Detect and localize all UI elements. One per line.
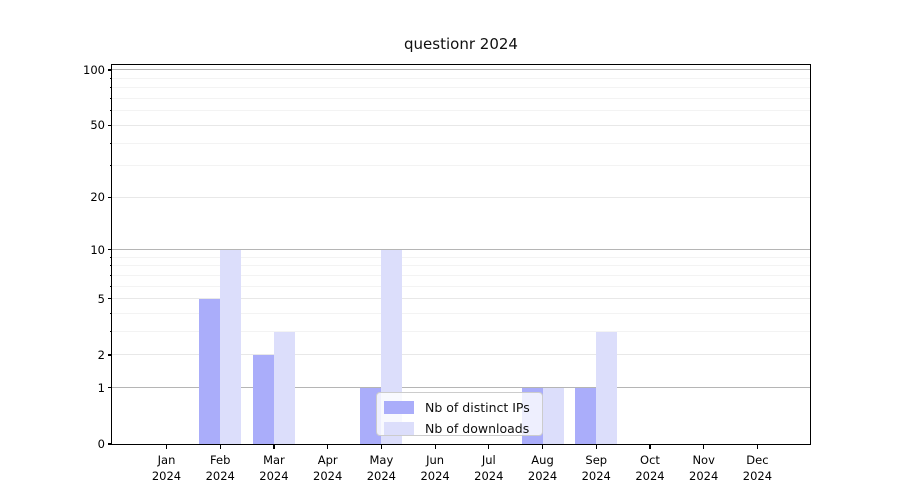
x-tick-label-may: May 2024 [366, 453, 397, 483]
x-tick-dec [756, 444, 758, 449]
gridline-3 [112, 331, 810, 333]
legend-item-distinct-ips: Nb of distinct IPs [384, 397, 542, 418]
gridline-100 [112, 69, 810, 71]
x-tick-label-jul: Jul 2024 [474, 453, 504, 483]
y-tick-1 [108, 387, 112, 389]
y-tick-2 [108, 354, 112, 356]
y-tick-10 [108, 249, 112, 251]
gridline-40 [112, 142, 810, 144]
y-minortick-3 [109, 331, 112, 333]
gridline-70 [112, 98, 810, 100]
gridline-80 [112, 87, 810, 89]
legend-swatch-distinct-ips [384, 401, 414, 414]
y-minortick-8 [109, 265, 112, 267]
y-minortick-90 [109, 77, 112, 79]
x-tick-aug [541, 444, 544, 449]
chart-title: questionr 2024 [404, 35, 518, 53]
x-tick-label-mar: Mar 2024 [259, 453, 289, 483]
legend-label-downloads: Nb of downloads [425, 421, 530, 436]
y-minortick-40 [109, 142, 112, 144]
x-tick-label-dec: Dec 2024 [742, 453, 773, 483]
gridline-2 [112, 354, 810, 356]
bar-distinct-ips-mar [252, 355, 274, 444]
x-tick-label-feb: Feb 2024 [205, 453, 235, 483]
y-minortick-30 [109, 165, 112, 167]
gridline-10 [112, 248, 810, 251]
y-tick-label-20: 20 [90, 190, 105, 205]
bar-downloads-aug [542, 387, 564, 444]
x-tick-feb [219, 444, 221, 449]
x-tick-label-aug: Aug 2024 [527, 453, 558, 483]
y-tick-5 [108, 298, 112, 300]
x-tick-label-jan: Jan 2024 [151, 453, 182, 483]
bar-distinct-ips-sep [575, 387, 597, 444]
y-tick-label-0: 0 [97, 437, 105, 451]
x-tick-may [380, 444, 382, 449]
gridline-30 [112, 165, 810, 167]
gridline-50 [112, 124, 810, 126]
y-tick-label-1: 1 [97, 380, 105, 395]
y-tick-label-10: 10 [90, 242, 105, 257]
x-tick-jun [434, 444, 436, 449]
x-tick-label-oct: Oct 2024 [635, 453, 665, 483]
legend-item-downloads: Nb of downloads [384, 418, 542, 439]
x-tick-label-sep: Sep 2024 [581, 453, 611, 483]
plot-area [111, 64, 811, 445]
y-minortick-80 [109, 87, 112, 89]
y-tick-50 [108, 124, 112, 126]
x-tick-oct [649, 444, 651, 449]
gridline-5 [112, 298, 810, 300]
y-tick-label-5: 5 [97, 291, 105, 306]
y-minortick-9 [109, 256, 112, 258]
bar-downloads-sep [596, 331, 618, 444]
gridline-4 [112, 313, 810, 315]
legend-label-distinct-ips: Nb of distinct IPs [425, 400, 530, 415]
y-minortick-60 [109, 110, 112, 112]
gridline-9 [112, 256, 810, 258]
bar-downloads-mar [273, 331, 295, 444]
gridline-20 [112, 196, 810, 198]
x-tick-nov [703, 444, 705, 449]
gridline-6 [112, 285, 810, 287]
y-tick-0 [108, 443, 112, 445]
gridline-7 [112, 274, 810, 276]
y-minortick-70 [109, 98, 112, 100]
gridline-60 [112, 110, 810, 112]
gridline-90 [112, 77, 810, 79]
y-tick-label-100: 100 [83, 62, 105, 77]
x-tick-label-jun: Jun 2024 [420, 453, 450, 483]
bar-downloads-feb [220, 249, 242, 444]
y-minortick-4 [109, 313, 112, 315]
bar-distinct-ips-feb [199, 298, 221, 444]
x-tick-apr [327, 444, 329, 449]
y-tick-20 [108, 196, 112, 198]
x-tick-sep [595, 444, 597, 449]
y-minortick-7 [109, 274, 112, 276]
x-tick-mar [273, 444, 275, 449]
x-tick-jul [488, 444, 490, 449]
legend-swatch-downloads [384, 422, 414, 435]
x-tick-jan [165, 444, 168, 449]
x-tick-label-nov: Nov 2024 [689, 453, 719, 483]
y-minortick-6 [109, 285, 112, 287]
y-tick-label-2: 2 [97, 347, 105, 362]
x-tick-label-apr: Apr 2024 [313, 453, 343, 483]
legend: Nb of distinct IPs Nb of downloads [376, 392, 543, 436]
y-tick-100 [108, 69, 112, 71]
gridline-8 [112, 265, 810, 267]
y-tick-label-50: 50 [90, 118, 105, 133]
gridline-1 [112, 387, 810, 389]
